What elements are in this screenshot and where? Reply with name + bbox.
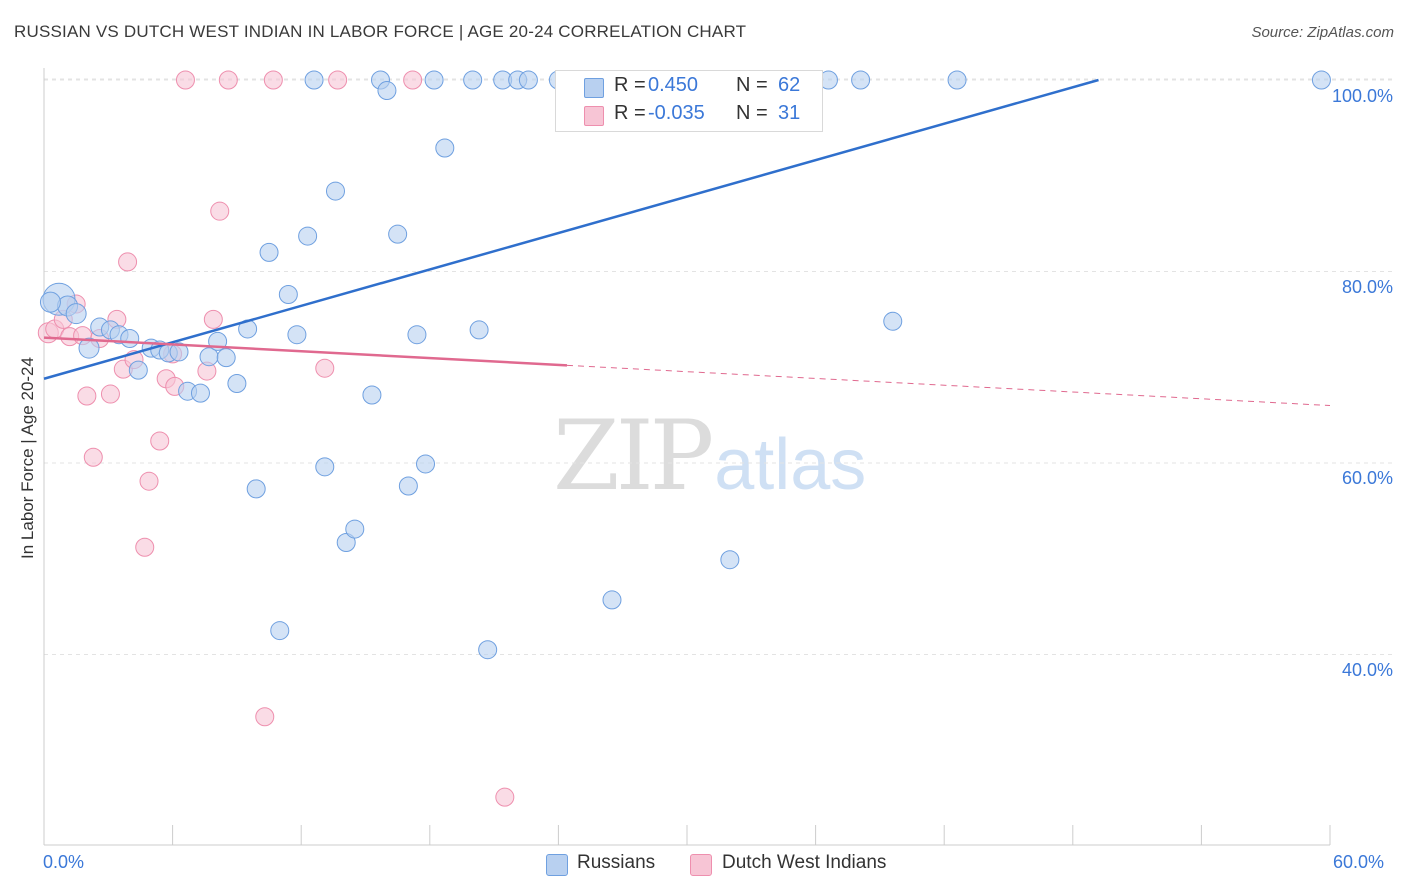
dutch-point: [139, 471, 159, 491]
dutch-swatch: [584, 106, 604, 126]
russians-point: [435, 138, 455, 158]
russians-point: [720, 550, 740, 570]
russians-point: [216, 348, 236, 368]
russians-point: [65, 303, 87, 325]
dutch-point: [118, 252, 138, 272]
russians-point: [169, 342, 189, 362]
russians-point: [407, 325, 427, 345]
russians-point: [345, 519, 365, 539]
dutch-point: [403, 70, 423, 90]
russians-point: [424, 70, 444, 90]
r-value: 0.450: [648, 74, 699, 96]
n-label: N =: [736, 102, 768, 124]
dutch-point: [150, 431, 170, 451]
russians-point: [304, 70, 324, 90]
russians-point: [128, 360, 148, 380]
n-value: 62: [778, 74, 801, 96]
russians-point: [947, 70, 967, 90]
russians-point: [362, 385, 382, 405]
russians-point: [851, 70, 871, 90]
russians-point: [398, 476, 418, 496]
russians-point: [388, 224, 408, 244]
dutch-point: [83, 447, 103, 467]
legend-russians-label: Russians: [577, 852, 656, 873]
x-tick-label-max: 60.0%: [1333, 852, 1385, 872]
x-tick-label-min: 0.0%: [43, 852, 85, 872]
russians-point: [377, 81, 397, 101]
russians-point: [602, 590, 622, 610]
n-value: 31: [778, 102, 801, 124]
stats-legend: R = 0.450 N = 62 R = -0.035 N = 31: [555, 70, 823, 132]
russians-point: [287, 325, 307, 345]
dutch-point: [135, 537, 155, 557]
russians-point: [518, 70, 538, 90]
russians-point: [315, 457, 335, 477]
y-tick-label-100: 100.0%: [1331, 86, 1393, 106]
dutch-point: [100, 384, 120, 404]
russians-point: [278, 284, 298, 304]
legend-dutch-swatch: [690, 854, 712, 876]
russians-point: [325, 181, 345, 201]
russians-point: [336, 532, 356, 552]
dutch-point: [328, 70, 348, 90]
russians-swatch: [584, 78, 604, 98]
russians-point: [227, 374, 247, 394]
n-label: N =: [736, 74, 768, 96]
legend-dutch-label: Dutch West Indians: [722, 852, 887, 873]
dutch-point: [203, 309, 223, 329]
russians-point: [259, 242, 279, 262]
y-tick-label-60: 60.0%: [1341, 468, 1393, 488]
russians-point: [883, 311, 903, 331]
series-legend: Russians Dutch West Indians: [0, 852, 1406, 878]
dutch-point: [218, 70, 238, 90]
watermark: ZIPatlas: [553, 400, 866, 512]
stats-legend-row-dutch: R = -0.035 N = 31: [556, 102, 822, 130]
russians-point: [190, 383, 210, 403]
russians-point: [78, 337, 100, 359]
russians-point: [1311, 70, 1331, 90]
chart-title: RUSSIAN VS DUTCH WEST INDIAN IN LABOR FO…: [14, 22, 747, 41]
russians-point: [39, 291, 61, 313]
russians-point: [478, 640, 498, 660]
r-label: R =: [614, 102, 646, 124]
y-axis-label: In Labor Force | Age 20-24: [18, 357, 37, 559]
russians-trendline: [43, 78, 1099, 380]
russians-point: [270, 621, 290, 641]
y-tick-label-80: 80.0%: [1341, 277, 1393, 297]
y-tick-label-40: 40.0%: [1341, 660, 1393, 680]
russians-point: [463, 70, 483, 90]
dutch-point: [175, 70, 195, 90]
russians-point: [120, 329, 140, 349]
russians-point: [246, 479, 266, 499]
dutch-trendline-extension: [566, 364, 1331, 407]
dutch-point: [495, 787, 515, 807]
legend-russians-swatch: [546, 854, 568, 876]
russians-point: [416, 454, 436, 474]
russians-point: [298, 226, 318, 246]
dutch-point: [263, 70, 283, 90]
dutch-point: [255, 707, 275, 727]
r-label: R =: [614, 74, 646, 96]
r-value: -0.035: [648, 102, 705, 124]
watermark-zip: ZIP: [553, 400, 714, 512]
dutch-point: [77, 386, 97, 406]
dutch-point: [210, 201, 230, 221]
russians-point: [469, 320, 489, 340]
dutch-point: [315, 358, 335, 378]
stats-legend-row-russians: R = 0.450 N = 62: [556, 74, 822, 102]
dutch-trendline: [43, 336, 568, 367]
watermark-atlas: atlas: [714, 425, 867, 505]
source-credit: Source: ZipAtlas.com: [1251, 24, 1394, 41]
